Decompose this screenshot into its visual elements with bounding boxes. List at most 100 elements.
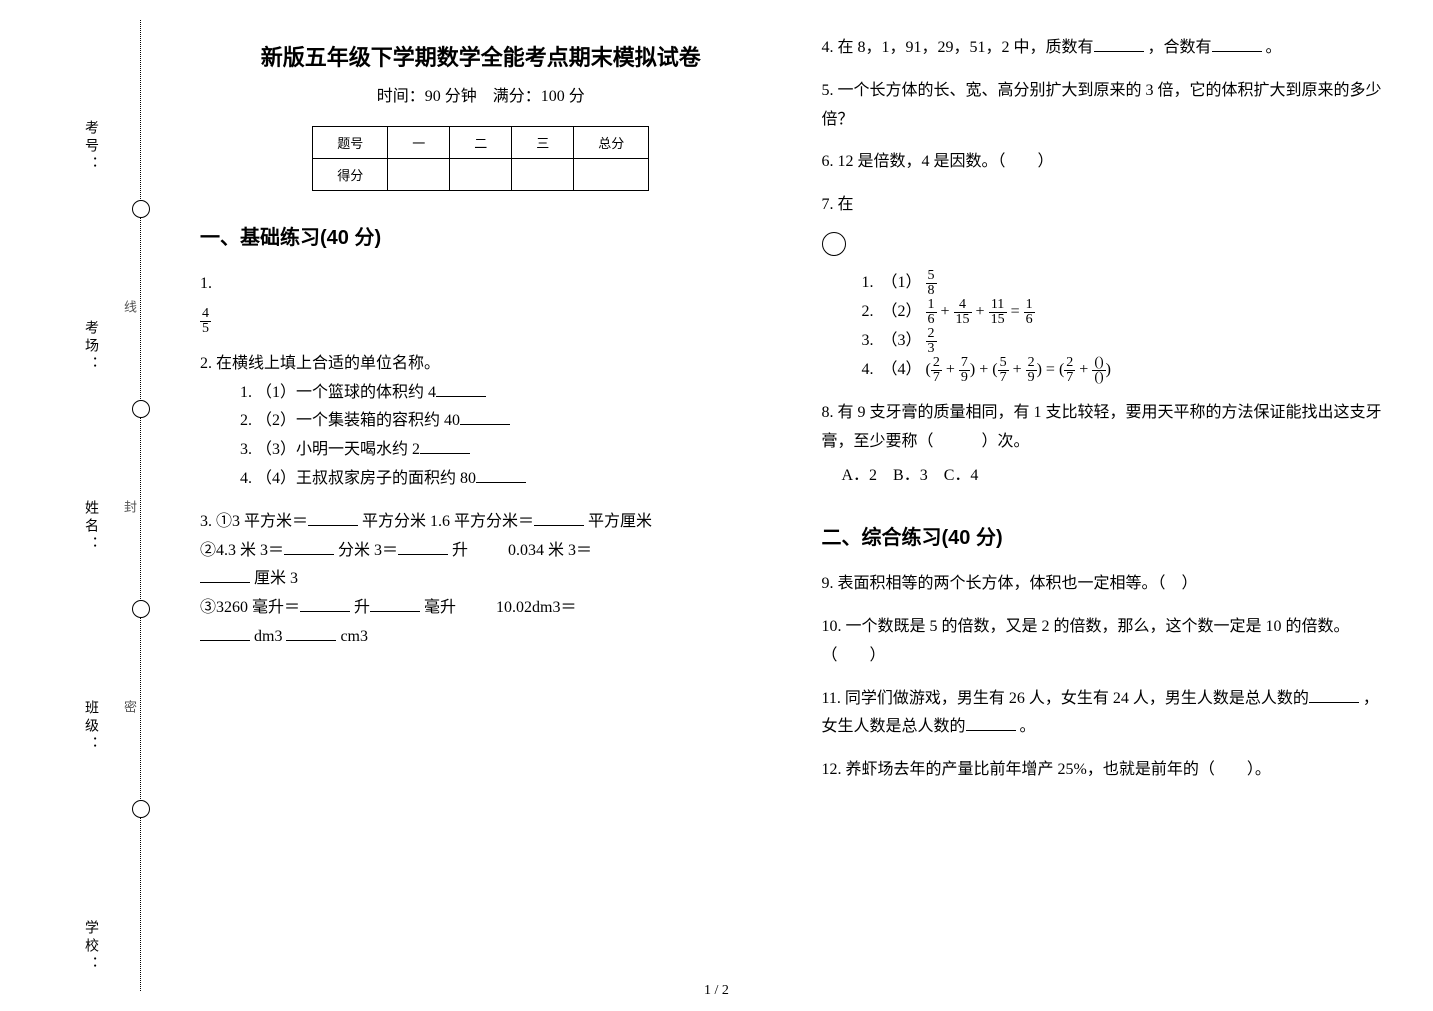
fraction: 79	[959, 356, 970, 385]
q3-l2e: 厘米 3	[254, 570, 298, 587]
q3-l1a: ①3 平方米＝	[216, 513, 308, 530]
frac-n: 2	[931, 356, 942, 371]
q6-text: 12 是倍数，4 是因数。（ ）	[838, 153, 1054, 170]
binding-circle	[132, 400, 150, 418]
exam-subtitle: 时间：90 分钟 满分：100 分	[200, 82, 762, 106]
q3-l3f: cm3	[340, 628, 368, 645]
blank	[200, 624, 250, 641]
q3-l2b: 分米 3＝	[338, 542, 398, 559]
frac-n: 2	[1026, 356, 1037, 371]
fraction: 29	[1026, 356, 1037, 385]
fraction: 27	[931, 356, 942, 385]
q7-idx: 4.	[862, 361, 874, 378]
score-cell	[450, 159, 512, 191]
frac-d: 8	[926, 284, 937, 298]
binding-margin: 考号： 考场： 姓名： 班级： 学校： 线 封 密	[30, 0, 150, 1011]
fraction: 16	[1024, 298, 1035, 327]
fraction: 415	[954, 298, 972, 327]
q2-idx: 1.	[240, 384, 252, 401]
q7-i4: （4）	[882, 361, 922, 378]
q8-options: A．2 B．3 C．4	[842, 462, 1384, 491]
blank	[460, 408, 510, 425]
th-2: 二	[450, 127, 512, 159]
score-cell	[512, 159, 574, 191]
page-content: 新版五年级下学期数学全能考点期末模拟试卷 时间：90 分钟 满分：100 分 题…	[170, 20, 1413, 971]
th-label: 题号	[313, 127, 388, 159]
frac-d: ()	[1092, 371, 1105, 385]
fraction: 57	[998, 356, 1009, 385]
row-label: 得分	[313, 159, 388, 191]
section-1-head: 一、基础练习(40 分)	[200, 221, 762, 250]
score-cell	[388, 159, 450, 191]
q12-num: 12.	[822, 761, 842, 778]
label-class: 班级：	[80, 700, 100, 754]
q7-i1: （1）	[882, 274, 922, 291]
q1-num: 1.	[200, 275, 212, 292]
q2-stem: 在横线上填上合适的单位名称。	[216, 355, 440, 372]
q3-l3a: ③3260 毫升＝	[200, 599, 300, 616]
q5-num: 5.	[822, 82, 834, 99]
q7-stem: 在	[838, 196, 854, 213]
frac-n: 1	[926, 298, 937, 313]
q11: 11. 同学们做游戏，男生有 26 人，女生有 24 人，男生人数是总人数的 ，…	[822, 685, 1384, 743]
frac-n: 11	[989, 298, 1007, 313]
q3-l3c: 毫升	[424, 599, 456, 616]
frac-d: 3	[926, 342, 937, 356]
column-left: 新版五年级下学期数学全能考点期末模拟试卷 时间：90 分钟 满分：100 分 题…	[170, 20, 792, 971]
frac-n: 5	[998, 356, 1009, 371]
label-school: 学校：	[80, 920, 100, 974]
q3-l3d: 10.02dm3＝	[496, 599, 576, 616]
blank	[966, 714, 1016, 731]
binding-circle	[132, 600, 150, 618]
section-2-head: 二、综合练习(40 分)	[822, 521, 1384, 550]
seal-char-xian: 线	[120, 300, 139, 323]
blank	[476, 466, 526, 483]
q1-frac-d: 5	[200, 322, 211, 336]
fraction: 23	[926, 327, 937, 356]
frac-d: 7	[1064, 371, 1075, 385]
blank	[200, 566, 250, 583]
q3: 3. ①3 平方米＝ 平方分米 1.6 平方分米＝ 平方厘米 ②4.3 米 3＝…	[200, 508, 762, 652]
q4: 4. 在 8，1，91，29，51，2 中，质数有 ，合数有 。	[822, 34, 1384, 63]
frac-d: 15	[989, 313, 1007, 327]
q4-num: 4.	[822, 39, 834, 56]
q8-text: 有 9 支牙膏的质量相同，有 1 支比较轻，要用天平称的方法保证能找出这支牙膏，…	[822, 404, 1382, 450]
frac-d: 7	[998, 371, 1009, 385]
fraction: 27	[1064, 356, 1075, 385]
q2: 2. 在横线上填上合适的单位名称。 1. （1）一个篮球的体积约 4 2. （2…	[200, 350, 762, 494]
frac-n: 1	[1024, 298, 1035, 313]
fraction: ()()	[1092, 356, 1105, 385]
blank	[1212, 35, 1262, 52]
q7-idx: 1.	[862, 274, 874, 291]
frac-d: 9	[959, 371, 970, 385]
q8-num: 8.	[822, 404, 834, 421]
label-exam-room: 考场：	[80, 320, 100, 374]
blank	[436, 380, 486, 397]
frac-d: 7	[931, 371, 942, 385]
q7-idx: 2.	[862, 303, 874, 320]
blank	[420, 437, 470, 454]
q3-l2d: 0.034 米 3＝	[508, 542, 592, 559]
score-cell	[574, 159, 649, 191]
binding-dotted-line	[140, 20, 141, 991]
q4-c: 。	[1266, 39, 1282, 56]
exam-title: 新版五年级下学期数学全能考点期末模拟试卷	[200, 40, 762, 72]
q6-num: 6.	[822, 153, 834, 170]
th-1: 一	[388, 127, 450, 159]
frac-n: 7	[959, 356, 970, 371]
q11-num: 11.	[822, 690, 841, 707]
fraction: 58	[926, 269, 937, 298]
fraction: 1115	[989, 298, 1007, 327]
q1: 1. 4 5	[200, 270, 762, 336]
q3-l3e: dm3	[254, 628, 282, 645]
frac-n: 2	[1064, 356, 1075, 371]
q3-l2a: ②4.3 米 3＝	[200, 542, 284, 559]
q10-text: 一个数既是 5 的倍数，又是 2 的倍数，那么，这个数一定是 10 的倍数。（ …	[822, 618, 1350, 664]
seal-char-mi: 密	[120, 700, 139, 723]
frac-d: 15	[954, 313, 972, 327]
q2-idx: 3.	[240, 441, 252, 458]
q9: 9. 表面积相等的两个长方体，体积也一定相等。（ ）	[822, 570, 1384, 599]
q7-idx: 3.	[862, 332, 874, 349]
q7-i3: （3）	[882, 332, 922, 349]
frac-d: 6	[926, 313, 937, 327]
